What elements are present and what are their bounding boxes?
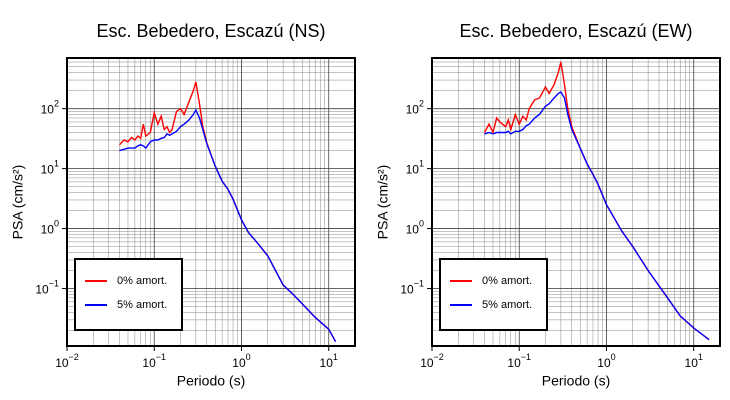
y-tick-label: 100 xyxy=(406,219,424,237)
chart-title: Esc. Bebedero, Escazú (NS) xyxy=(96,21,325,41)
y-tick-label: 101 xyxy=(41,159,59,177)
legend-label: 5% amort. xyxy=(117,299,167,311)
x-axis-label: Periodo (s) xyxy=(177,373,245,389)
x-tick-label: 10−1 xyxy=(142,352,166,370)
panel: Esc. Bebedero, Escazú (NS) Periodo (s) PSA… xyxy=(10,21,356,389)
series-line xyxy=(484,91,710,341)
series-line xyxy=(119,108,337,343)
y-tick-label: 102 xyxy=(41,99,59,117)
y-axis-label: PSA (cm/s²) xyxy=(10,165,26,240)
x-tick-label: 10−2 xyxy=(420,352,444,370)
y-axis-label: PSA (cm/s²) xyxy=(375,165,391,240)
x-tick-label: 101 xyxy=(685,352,703,370)
x-tick-label: 10−2 xyxy=(55,352,79,370)
legend-box xyxy=(439,258,548,331)
x-tick-label: 100 xyxy=(232,352,250,370)
y-tick-label: 101 xyxy=(406,159,424,177)
legend-label: 0% amort. xyxy=(482,275,532,287)
plot-frame xyxy=(431,57,721,347)
x-tick-label: 100 xyxy=(597,352,615,370)
y-tick-label: 100 xyxy=(41,219,59,237)
legend-label: 0% amort. xyxy=(117,275,167,287)
y-tick-label: 102 xyxy=(406,99,424,117)
x-tick-label: 101 xyxy=(320,352,338,370)
chart-title: Esc. Bebedero, Escazú (EW) xyxy=(459,21,692,41)
plot-frame xyxy=(66,57,356,347)
legend-label: 5% amort. xyxy=(482,299,532,311)
panel: Esc. Bebedero, Escazú (EW) Periodo (s) PSA… xyxy=(375,21,721,389)
y-tick-label: 10−1 xyxy=(35,279,59,297)
x-axis-label: Periodo (s) xyxy=(542,373,610,389)
legend-box xyxy=(74,258,183,331)
y-tick-label: 10−1 xyxy=(400,279,424,297)
x-tick-label: 10−1 xyxy=(507,352,531,370)
